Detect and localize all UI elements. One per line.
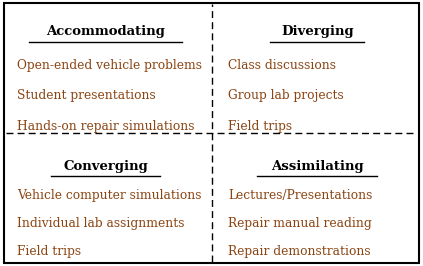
Text: Lectures/Presentations: Lectures/Presentations	[228, 189, 373, 202]
Text: Student presentations: Student presentations	[17, 89, 156, 102]
Text: Hands-on repair simulations: Hands-on repair simulations	[17, 120, 195, 133]
Text: Field trips: Field trips	[17, 245, 81, 258]
Text: Vehicle computer simulations: Vehicle computer simulations	[17, 189, 201, 202]
Text: Repair manual reading: Repair manual reading	[228, 217, 372, 230]
Text: Open-ended vehicle problems: Open-ended vehicle problems	[17, 59, 202, 72]
Text: Assimilating: Assimilating	[271, 160, 363, 173]
Text: Field trips: Field trips	[228, 120, 293, 133]
Text: Accommodating: Accommodating	[46, 26, 165, 38]
Text: Converging: Converging	[63, 160, 148, 173]
Text: Class discussions: Class discussions	[228, 59, 336, 72]
Text: Individual lab assignments: Individual lab assignments	[17, 217, 184, 230]
Text: Group lab projects: Group lab projects	[228, 89, 344, 102]
Text: Diverging: Diverging	[281, 26, 354, 38]
Text: Repair demonstrations: Repair demonstrations	[228, 245, 371, 258]
